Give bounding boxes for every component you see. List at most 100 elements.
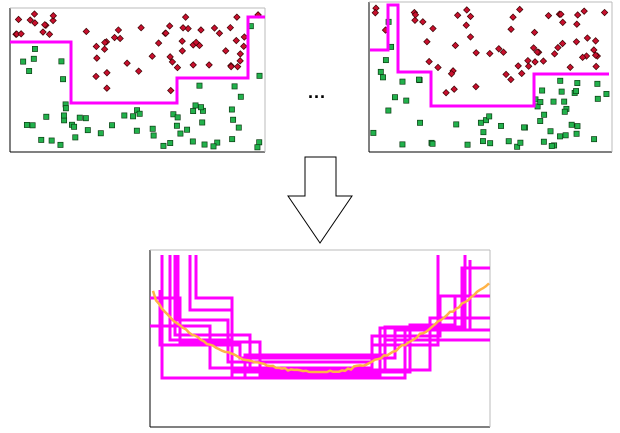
square-icon <box>453 121 460 128</box>
diamond-icon <box>173 63 182 72</box>
square-icon <box>594 95 601 102</box>
diamond-icon <box>181 13 190 21</box>
diamond-icon <box>583 34 592 42</box>
diamond-icon <box>566 63 574 71</box>
diamond-icon <box>411 16 419 24</box>
diamond-icon <box>539 57 548 65</box>
diamond-icon <box>103 69 111 77</box>
square-icon <box>557 77 564 84</box>
diamond-icon <box>123 59 131 67</box>
square-icon <box>256 139 263 146</box>
diamond-icon <box>550 50 559 58</box>
square-icon <box>548 143 555 149</box>
diamond-icon <box>215 29 224 37</box>
diamond-icon <box>495 45 503 53</box>
diamond-icon <box>447 70 456 78</box>
square-icon <box>173 122 180 129</box>
square-icon <box>201 141 208 148</box>
diamond-icon <box>434 63 442 72</box>
square-icon <box>573 88 579 95</box>
diamond-icon <box>167 86 175 95</box>
diamond-icon <box>39 28 47 36</box>
diamond-icon <box>240 42 248 51</box>
diamond-icon <box>531 58 539 66</box>
diamond-icon <box>590 46 598 54</box>
square-icon <box>237 93 244 100</box>
square-icon <box>189 138 196 145</box>
diamond-icon <box>233 13 241 21</box>
square-icon <box>370 129 377 136</box>
diamond-icon <box>573 11 582 19</box>
square-icon <box>60 112 67 119</box>
diamond-icon <box>524 56 532 65</box>
diamond-icon <box>411 11 420 19</box>
square-icon <box>550 98 557 105</box>
combined-boundaries-panel <box>149 249 491 428</box>
square-icon <box>480 138 486 145</box>
diamond-icon <box>524 62 533 70</box>
square-icon <box>38 136 45 143</box>
diamond-icon <box>518 69 526 78</box>
diamond-icon <box>240 33 249 41</box>
square-icon <box>190 108 197 115</box>
diamond-icon <box>31 19 39 27</box>
square-icon <box>561 108 568 115</box>
square-icon <box>540 138 547 145</box>
square-icon <box>57 141 64 148</box>
square-icon <box>382 57 389 64</box>
diamond-icon <box>558 39 567 48</box>
square-icon <box>254 144 261 151</box>
square-icon <box>130 113 137 120</box>
square-icon <box>380 74 386 81</box>
diamond-icon <box>189 61 197 69</box>
square-icon <box>48 137 55 144</box>
diamond-icon <box>578 53 587 62</box>
diamond-icon <box>463 6 471 14</box>
decision-boundary-line <box>150 266 490 377</box>
diamond-icon <box>466 33 475 41</box>
diamond-icon <box>226 23 235 32</box>
square-icon <box>429 140 436 147</box>
square-icon <box>573 130 580 137</box>
square-icon <box>76 114 83 121</box>
square-icon <box>198 104 204 111</box>
square-icon <box>498 122 504 129</box>
square-icon <box>574 80 581 86</box>
square-icon <box>133 127 140 134</box>
diamond-icon <box>557 10 565 18</box>
diamond-icon <box>166 53 174 61</box>
square-icon <box>60 76 67 83</box>
square-icon <box>160 142 167 149</box>
square-icon <box>235 124 242 131</box>
square-icon <box>517 139 524 146</box>
diamond-icon <box>100 45 109 53</box>
diamond-icon <box>17 30 25 38</box>
diamond-icon <box>486 49 494 58</box>
square-icon <box>61 117 68 124</box>
diamond-icon <box>92 42 101 51</box>
diamond-icon <box>232 36 240 45</box>
down-arrow-icon <box>287 156 353 244</box>
decision-boundary-line <box>188 255 490 372</box>
left-sample-panel <box>9 7 266 153</box>
square-icon <box>136 110 143 117</box>
diamond-icon <box>135 67 143 75</box>
diamond-icon <box>453 11 462 19</box>
diamond-icon <box>502 70 510 79</box>
decision-boundary-line <box>10 15 265 105</box>
diamond-icon <box>14 15 23 24</box>
square-icon <box>210 143 217 150</box>
square-icon <box>121 112 128 119</box>
diamond-icon <box>600 8 609 17</box>
diamond-icon <box>472 82 480 91</box>
diamond-icon <box>222 47 230 55</box>
diamond-icon <box>509 13 517 21</box>
decision-boundary-line <box>176 255 440 364</box>
square-icon <box>594 80 601 87</box>
square-icon <box>109 122 115 129</box>
diamond-icon <box>227 62 235 71</box>
down-arrow-icon <box>287 156 353 244</box>
square-icon <box>514 143 521 150</box>
diamond-icon <box>591 37 600 45</box>
square-icon <box>539 87 546 94</box>
